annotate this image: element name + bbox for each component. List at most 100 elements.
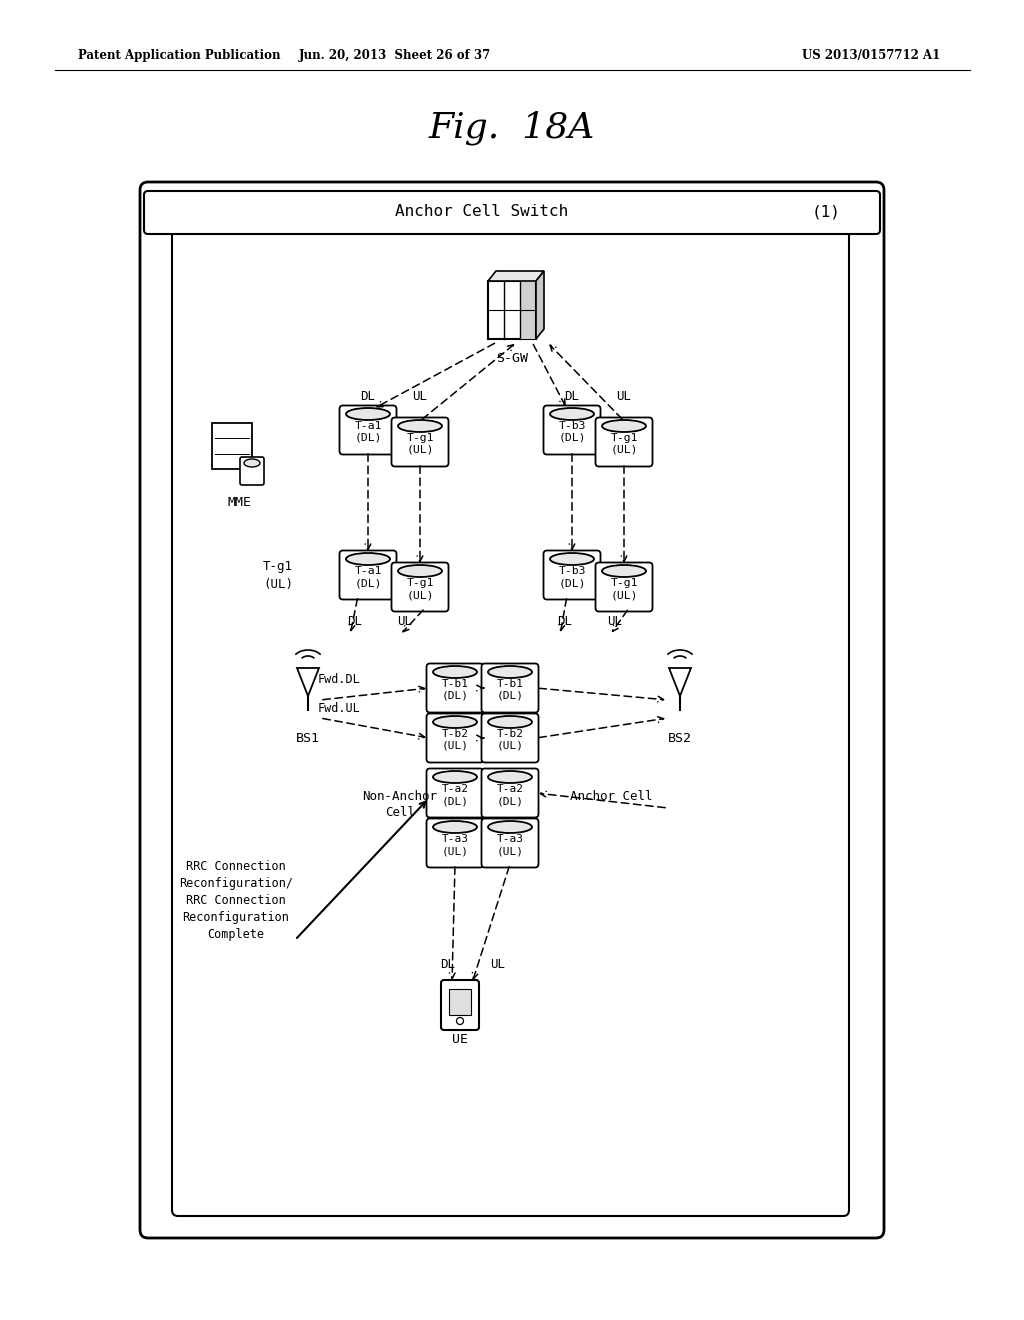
Text: UL: UL [490,958,506,972]
Text: (UL): (UL) [610,445,638,455]
Ellipse shape [602,565,646,577]
Circle shape [457,1018,464,1024]
Polygon shape [536,271,544,339]
Ellipse shape [346,553,390,565]
FancyBboxPatch shape [427,768,483,817]
Ellipse shape [488,771,532,783]
Text: (UL): (UL) [441,846,469,855]
FancyBboxPatch shape [427,818,483,867]
Text: Fwd.UL: Fwd.UL [318,702,360,715]
FancyBboxPatch shape [427,714,483,763]
Text: (DL): (DL) [441,796,469,807]
Text: T-b3: T-b3 [558,566,586,576]
Text: T-b2: T-b2 [441,729,469,739]
FancyBboxPatch shape [140,182,884,1238]
Text: T-g1: T-g1 [407,578,434,587]
Text: DL: DL [360,389,376,403]
Text: (UL): (UL) [263,578,293,591]
Text: (DL): (DL) [558,578,586,587]
Ellipse shape [244,459,260,467]
Bar [449,989,471,1015]
Text: Patent Application Publication: Patent Application Publication [78,49,281,62]
Ellipse shape [602,420,646,432]
Text: (UL): (UL) [497,741,523,751]
FancyBboxPatch shape [427,664,483,713]
FancyBboxPatch shape [240,457,264,484]
Ellipse shape [398,565,442,577]
Text: DL: DL [564,389,580,403]
FancyBboxPatch shape [544,405,600,454]
Text: T-a3: T-a3 [441,834,469,843]
Ellipse shape [488,715,532,729]
Text: T-b2: T-b2 [497,729,523,739]
Text: Anchor Cell Switch: Anchor Cell Switch [395,205,568,219]
Polygon shape [488,271,544,281]
Text: Jun. 20, 2013  Sheet 26 of 37: Jun. 20, 2013 Sheet 26 of 37 [299,49,492,62]
Text: RRC Connection: RRC Connection [186,861,286,873]
Text: S-GW: S-GW [496,351,528,364]
Ellipse shape [550,408,594,420]
Polygon shape [297,668,319,696]
FancyBboxPatch shape [481,664,539,713]
Text: BS2: BS2 [668,733,692,744]
Bar [212,422,252,469]
Text: Fig.  18A: Fig. 18A [429,111,595,145]
Text: RRC Connection: RRC Connection [186,894,286,907]
FancyBboxPatch shape [596,417,652,466]
Ellipse shape [488,821,532,833]
Text: Non-Anchor: Non-Anchor [362,789,437,803]
FancyBboxPatch shape [391,562,449,611]
Text: UL: UL [607,615,623,628]
Ellipse shape [433,667,477,678]
Ellipse shape [398,420,442,432]
Text: T-g1: T-g1 [263,560,293,573]
Text: (DL): (DL) [497,690,523,701]
FancyBboxPatch shape [340,550,396,599]
Text: Complete: Complete [208,928,264,941]
Text: MME: MME [228,495,252,508]
Text: T-a1: T-a1 [354,566,382,576]
Text: T-b3: T-b3 [558,421,586,432]
Text: T-a2: T-a2 [441,784,469,795]
Ellipse shape [488,667,532,678]
Text: (UL): (UL) [497,846,523,855]
Text: Reconfiguration: Reconfiguration [182,911,290,924]
Text: (DL): (DL) [497,796,523,807]
FancyBboxPatch shape [596,562,652,611]
Text: T-a1: T-a1 [354,421,382,432]
Text: UL: UL [397,615,413,628]
Text: (UL): (UL) [441,741,469,751]
Text: US 2013/0157712 A1: US 2013/0157712 A1 [802,49,940,62]
Text: (UL): (UL) [407,445,434,455]
Text: DL: DL [557,615,572,628]
Text: Anchor Cell: Anchor Cell [570,789,652,803]
FancyBboxPatch shape [481,768,539,817]
Bar [520,281,536,339]
Text: UL: UL [616,389,632,403]
Bar [488,281,536,339]
Ellipse shape [433,771,477,783]
FancyBboxPatch shape [144,191,880,234]
Text: Fwd.DL: Fwd.DL [318,673,360,686]
Text: T-g1: T-g1 [610,578,638,587]
Text: Reconfiguration/: Reconfiguration/ [179,876,293,890]
Text: DL: DL [440,958,456,972]
Text: (DL): (DL) [558,433,586,444]
Text: T-a3: T-a3 [497,834,523,843]
Text: (DL): (DL) [354,433,382,444]
Text: T-b1: T-b1 [497,678,523,689]
Text: (DL): (DL) [354,578,382,587]
FancyBboxPatch shape [391,417,449,466]
Text: T-g1: T-g1 [610,433,638,444]
Text: (1): (1) [812,205,841,219]
FancyBboxPatch shape [544,550,600,599]
Polygon shape [669,668,691,696]
Ellipse shape [433,715,477,729]
Text: T-g1: T-g1 [407,433,434,444]
Ellipse shape [433,821,477,833]
FancyBboxPatch shape [172,228,849,1216]
Text: UL: UL [413,389,427,403]
FancyBboxPatch shape [340,405,396,454]
Text: T-b1: T-b1 [441,678,469,689]
Text: DL: DL [347,615,362,628]
